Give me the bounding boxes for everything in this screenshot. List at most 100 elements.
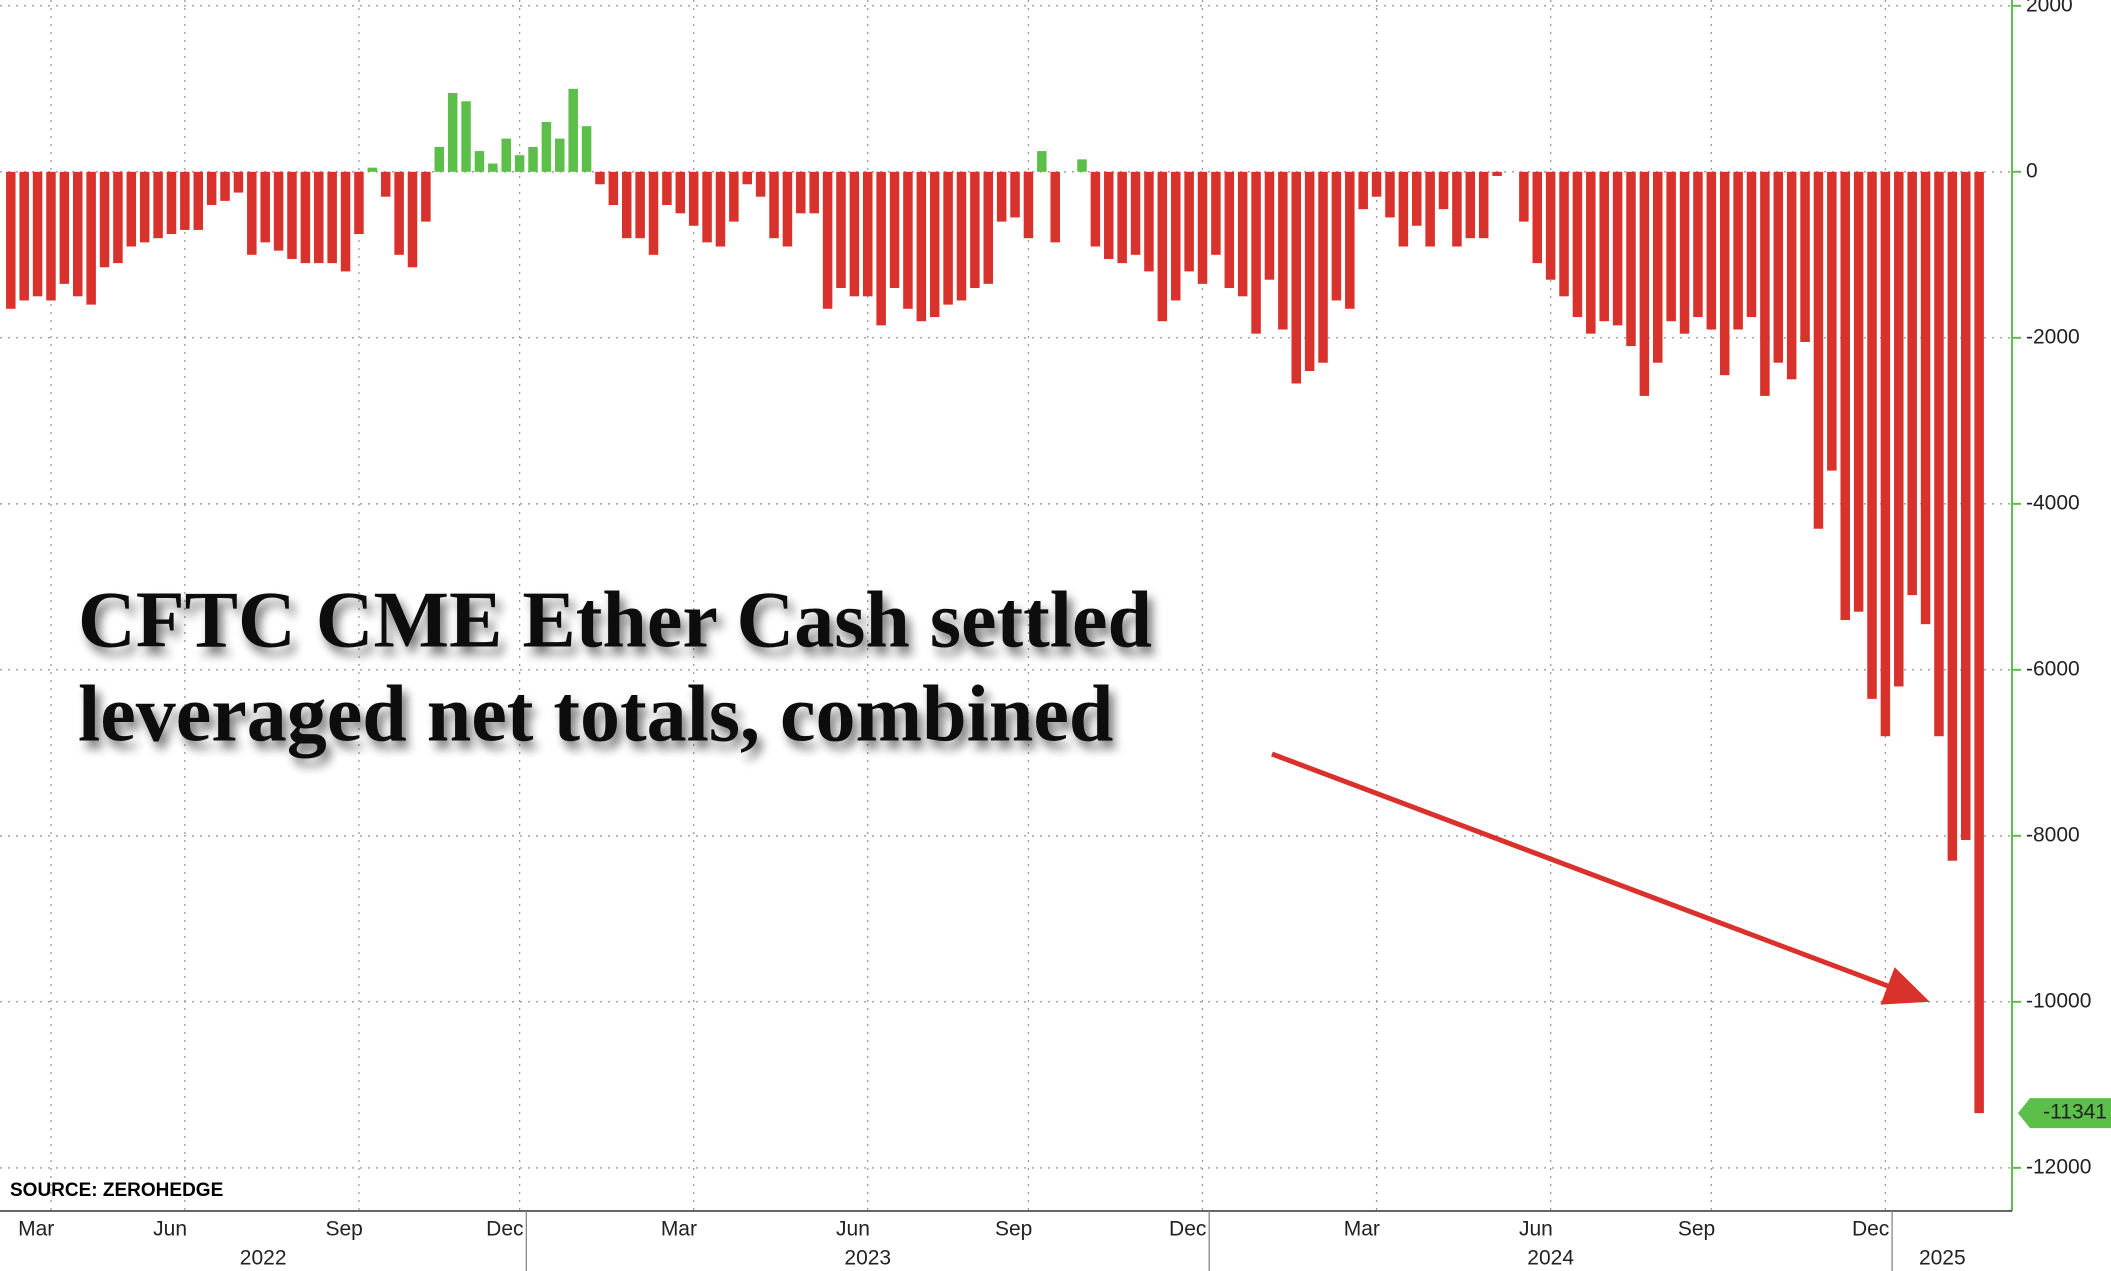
bar <box>99 171 110 268</box>
bar <box>1572 171 1583 318</box>
bar <box>1465 171 1476 239</box>
bar <box>1425 171 1435 247</box>
bar <box>849 171 860 297</box>
bar <box>1706 171 1717 330</box>
bar <box>1693 171 1703 318</box>
bar <box>327 171 337 264</box>
bar <box>1090 171 1101 247</box>
y-tick-label: 2000 <box>2026 0 2073 16</box>
bar <box>742 171 752 185</box>
year-label: 2023 <box>844 1247 891 1270</box>
bar <box>822 171 833 309</box>
x-tick-label: Mar <box>661 1218 697 1241</box>
bar <box>260 171 270 243</box>
bar <box>206 171 217 206</box>
last-value-label: -11341 <box>2043 1101 2107 1124</box>
bar <box>314 171 324 264</box>
bar <box>32 171 43 297</box>
bar <box>809 171 819 214</box>
bar <box>1960 171 1971 840</box>
bar <box>1010 171 1020 218</box>
bar <box>1358 171 1368 210</box>
x-tick-label: Dec <box>486 1218 523 1241</box>
bar <box>1519 171 1529 222</box>
bar <box>1760 171 1770 396</box>
bar <box>180 171 190 230</box>
bar <box>943 171 953 305</box>
bar <box>1867 171 1877 699</box>
bar <box>1599 171 1609 322</box>
x-tick-label: Sep <box>1678 1218 1715 1241</box>
y-tick-label: -12000 <box>2026 1155 2091 1178</box>
bar <box>501 138 511 172</box>
bar <box>662 171 672 206</box>
bar <box>1023 171 1034 239</box>
bar <box>956 171 967 301</box>
bar <box>434 146 445 172</box>
bar <box>1050 171 1060 243</box>
bar <box>1719 171 1730 376</box>
y-tick-label: -2000 <box>2026 325 2080 348</box>
bar <box>273 171 284 251</box>
bar <box>1773 171 1784 363</box>
year-label: 2022 <box>240 1247 287 1270</box>
x-tick-label: Mar <box>1344 1218 1380 1241</box>
bar <box>1438 171 1449 210</box>
bar <box>1907 171 1917 596</box>
bar <box>595 171 605 185</box>
bar <box>1452 171 1462 247</box>
bar <box>608 171 619 206</box>
bar <box>407 171 418 268</box>
bar <box>1545 171 1556 280</box>
x-tick-label: Jun <box>1519 1218 1553 1241</box>
x-tick-label: Mar <box>18 1218 54 1241</box>
y-tick-label: -4000 <box>2026 491 2080 514</box>
x-tick-label: Dec <box>1852 1218 1889 1241</box>
bar <box>474 151 485 172</box>
bar <box>1104 171 1114 259</box>
bar <box>1385 171 1395 218</box>
bar <box>1679 171 1690 334</box>
bar <box>86 171 96 305</box>
bar <box>916 171 927 322</box>
bar <box>1291 171 1301 384</box>
bar <box>300 171 311 264</box>
bar <box>1278 171 1288 330</box>
bar <box>354 171 364 235</box>
bar <box>1144 171 1154 272</box>
y-tick-label: 0 <box>2026 159 2038 182</box>
annotation: leveraged net totals, combined <box>78 670 1113 758</box>
bar <box>929 171 940 318</box>
bar <box>675 171 686 214</box>
x-tick-label: Jun <box>836 1218 870 1241</box>
bar <box>1117 171 1127 264</box>
bar <box>1224 171 1235 289</box>
x-tick-label: Sep <box>995 1218 1032 1241</box>
source: SOURCE: ZEROHEDGE <box>10 1180 223 1201</box>
bar <box>193 171 204 230</box>
bar <box>1586 171 1596 334</box>
bar <box>769 171 779 239</box>
bar <box>514 155 525 172</box>
bar <box>461 101 471 172</box>
bar <box>1532 171 1543 264</box>
bar <box>836 171 846 289</box>
bar <box>1947 171 1958 861</box>
bar <box>367 167 378 172</box>
bar <box>1639 171 1650 396</box>
bar <box>1813 171 1824 529</box>
bar <box>1800 171 1810 342</box>
bar <box>1130 171 1141 255</box>
bar <box>1478 171 1489 239</box>
bar <box>59 171 70 284</box>
x-tick-label: Jun <box>153 1218 187 1241</box>
bar <box>380 171 391 197</box>
bar <box>1197 171 1208 284</box>
bar <box>1170 171 1181 301</box>
bar <box>1304 171 1315 372</box>
bar <box>541 122 552 172</box>
bar <box>340 171 351 272</box>
bar <box>729 171 739 222</box>
bar <box>621 171 632 239</box>
